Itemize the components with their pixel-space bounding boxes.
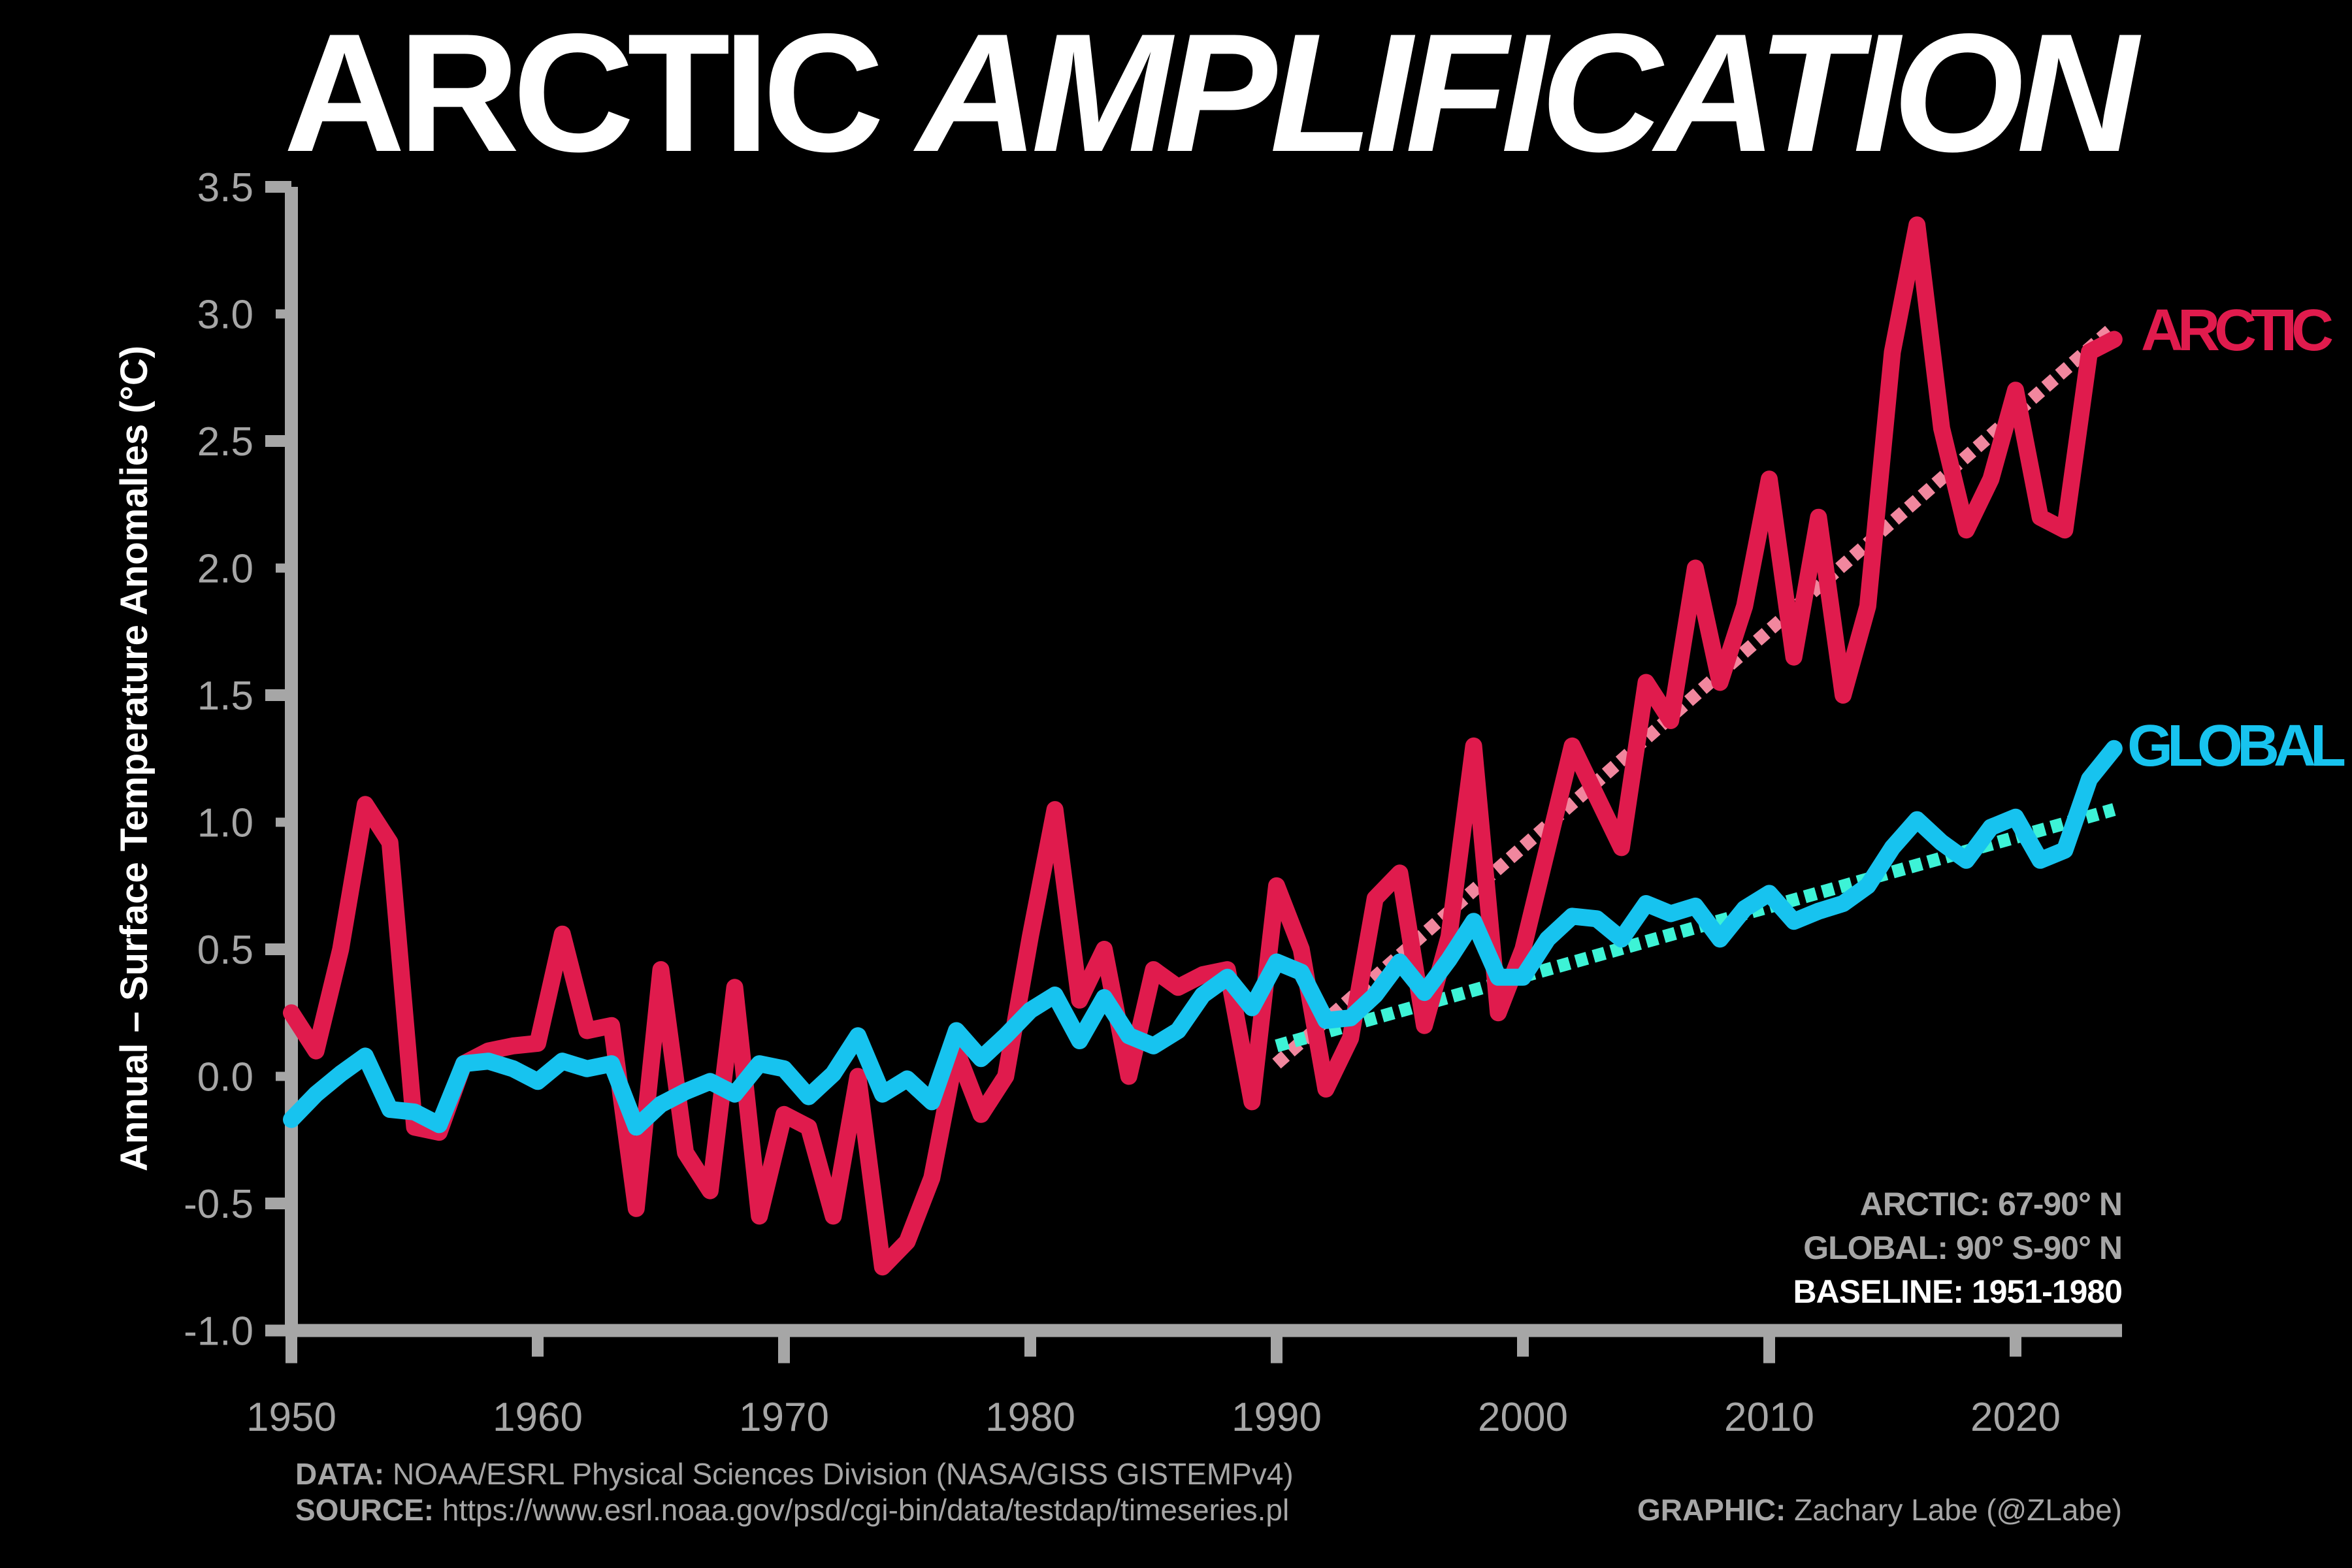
svg-text:2010: 2010 (1724, 1395, 1814, 1440)
svg-text:1960: 1960 (493, 1395, 583, 1440)
svg-text:SOURCE: https://www.esrl.noaa.: SOURCE: https://www.esrl.noaa.gov/psd/cg… (295, 1493, 1289, 1527)
svg-text:ARCTIC: ARCTIC (2141, 298, 2332, 363)
svg-text:0.5: 0.5 (197, 928, 253, 973)
svg-text:1.5: 1.5 (197, 674, 253, 719)
svg-text:ARCTIC: 67-90° N: ARCTIC: 67-90° N (1860, 1186, 2122, 1222)
svg-text:2020: 2020 (1970, 1395, 2061, 1440)
svg-text:0.0: 0.0 (197, 1055, 253, 1100)
svg-text:1980: 1980 (985, 1395, 1075, 1440)
svg-text:2.5: 2.5 (197, 419, 253, 465)
svg-text:3.5: 3.5 (197, 165, 253, 210)
svg-text:1990: 1990 (1232, 1395, 1322, 1440)
svg-text:1.0: 1.0 (197, 801, 253, 846)
svg-text:Annual – Surface Temperature A: Annual – Surface Temperature Anomalies (… (113, 346, 155, 1171)
svg-text:BASELINE: 1951-1980: BASELINE: 1951-1980 (1793, 1273, 2122, 1310)
svg-text:-1.0: -1.0 (184, 1309, 253, 1354)
svg-text:GLOBAL: GLOBAL (2127, 713, 2345, 779)
svg-text:GLOBAL: 90° S-90° N: GLOBAL: 90° S-90° N (1803, 1230, 2122, 1266)
svg-text:-0.5: -0.5 (184, 1182, 253, 1227)
svg-text:1970: 1970 (739, 1395, 829, 1440)
svg-text:1950: 1950 (246, 1395, 336, 1440)
svg-text:DATA: NOAA/ESRL Physical Scien: DATA: NOAA/ESRL Physical Sciences Divisi… (295, 1457, 1294, 1491)
svg-text:3.0: 3.0 (197, 293, 253, 338)
svg-text:2000: 2000 (1478, 1395, 1568, 1440)
svg-text:2.0: 2.0 (197, 547, 253, 592)
svg-text:GRAPHIC: Zachary Labe (@ZLabe): GRAPHIC: Zachary Labe (@ZLabe) (1637, 1493, 2122, 1527)
